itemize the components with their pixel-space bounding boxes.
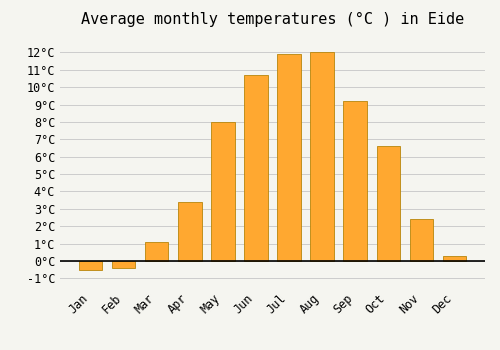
Bar <box>376 146 400 261</box>
Bar <box>80 261 102 270</box>
Bar <box>310 52 334 261</box>
Bar <box>278 54 300 261</box>
Bar <box>344 101 366 261</box>
Bar <box>244 75 268 261</box>
Bar <box>112 261 136 268</box>
Bar <box>410 219 432 261</box>
Bar <box>212 122 234 261</box>
Bar <box>178 202 202 261</box>
Bar <box>442 256 466 261</box>
Title: Average monthly temperatures (°C ) in Eide: Average monthly temperatures (°C ) in Ei… <box>81 12 464 27</box>
Bar <box>146 242 169 261</box>
